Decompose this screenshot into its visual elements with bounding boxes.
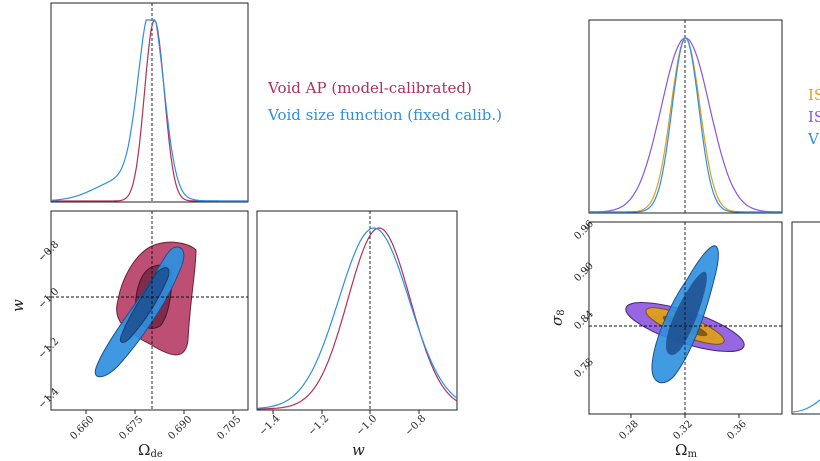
legend-void-size-function: Void size function (fixed calib.) — [267, 106, 502, 124]
vsf-inner-contour — [119, 267, 170, 343]
legend-isw-1: IS — [808, 86, 820, 104]
legend-void-ap: Void AP (model-calibrated) — [267, 79, 472, 97]
legend-v: V — [807, 130, 820, 148]
x-tick-label: 0.675 — [117, 414, 145, 442]
w-x-axis-label: w — [352, 441, 365, 459]
right-cropped-panel — [791, 221, 820, 415]
cropped-curve — [792, 399, 820, 413]
left-marginal-omega-de-panel — [50, 2, 249, 203]
v-omega-m-curve — [589, 37, 782, 213]
x-tick-label: 0.660 — [68, 414, 96, 442]
right-contour-panel — [588, 221, 783, 415]
x-tick-label: 0.28 — [617, 419, 641, 443]
x-tick-label: −1.0 — [354, 413, 379, 438]
x-tick-label: −1.2 — [306, 413, 331, 438]
right-marginal-omega-m-panel — [588, 19, 783, 214]
vsf-w-curve — [256, 227, 458, 409]
right-x-ticks: 0.28 0.32 0.36 — [617, 414, 749, 442]
x-tick-label: 0.36 — [725, 419, 749, 443]
left-contour-panel — [50, 210, 249, 411]
x-tick-label: 0.32 — [671, 419, 695, 443]
left-y-axis-label: w — [9, 299, 27, 312]
right-y-axis-label: σ8 — [548, 309, 567, 326]
legend-isw-2: IS — [808, 108, 820, 126]
x-tick-label: 0.705 — [215, 414, 243, 442]
v-inner-contour — [666, 271, 707, 355]
left-x-axis-label: Ωde — [138, 441, 163, 460]
left-marginal-w-panel — [256, 210, 458, 411]
left-x-ticks: 0.660 0.675 0.690 0.705 — [68, 410, 243, 442]
x-tick-label: 0.690 — [166, 414, 194, 442]
right-x-axis-label: Ωm — [675, 441, 697, 460]
w-x-ticks: −1.4 −1.2 −1.0 −0.8 — [257, 410, 428, 438]
x-tick-label: −1.4 — [257, 413, 282, 438]
vsf-omega-de-curve — [50, 19, 248, 202]
x-tick-label: −0.8 — [403, 413, 428, 438]
